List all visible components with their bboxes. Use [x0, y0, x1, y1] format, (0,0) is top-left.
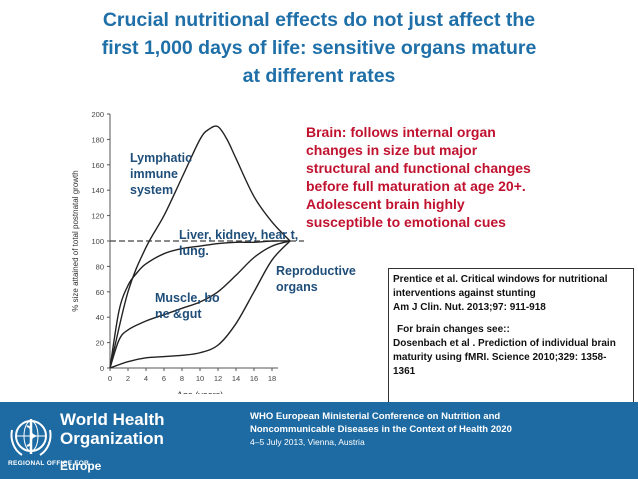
- y-tick-label: 60: [96, 288, 104, 297]
- reference-line-1: Prentice et al. Critical windows for nut…: [393, 274, 608, 299]
- who-region-label: REGIONAL OFFICE FOR: [8, 460, 90, 467]
- growth-chart: 0 20 40 60 80 100 120 140 160 180 200 0 2 4 6 8 10 12 14 16…: [71, 110, 304, 394]
- y-tick-label: 40: [96, 313, 104, 322]
- y-tick-label: 200: [91, 110, 104, 119]
- y-tick-label: 180: [91, 135, 104, 144]
- y-tick-label: 0: [100, 364, 104, 373]
- x-tick-label: 0: [108, 374, 112, 383]
- x-tick-label: 4: [144, 374, 148, 383]
- label-lymphatic: Lymphatic immune system: [130, 151, 193, 197]
- y-tick-label: 160: [91, 161, 104, 170]
- x-tick-label: 8: [180, 374, 184, 383]
- brain-annotation: Brain: follows internal organ changes in…: [306, 124, 531, 230]
- x-tick-label: 10: [196, 374, 204, 383]
- y-tick-label: 120: [91, 212, 104, 221]
- reference-line-3: For brain changes see::: [397, 324, 510, 335]
- conference-info: WHO European Ministerial Conference on N…: [250, 410, 590, 449]
- y-tick-label: 100: [91, 237, 104, 246]
- label-liver: Liver, kidney, hear t, lung.: [179, 228, 299, 258]
- reference-box: Prentice et al. Critical windows for nut…: [388, 268, 634, 410]
- who-name: World Health Organization: [60, 410, 165, 448]
- y-tick-label: 140: [91, 186, 104, 195]
- series-line-2: [109, 240, 291, 369]
- x-tick-label: 12: [214, 374, 222, 383]
- label-muscle: Muscle, bo ne &gut: [155, 291, 220, 321]
- who-name-line-2: Organization: [60, 429, 164, 448]
- x-tick-label: 18: [268, 374, 276, 383]
- conference-date: 4–5 July 2013, Vienna, Austria: [250, 437, 365, 447]
- footer-bar: World Health Organization REGIONAL OFFIC…: [0, 402, 638, 479]
- slide-title: Crucial nutritional effects do not just …: [18, 6, 620, 90]
- x-axis-label: Age (years): [177, 390, 224, 394]
- title-line-3: at different rates: [242, 65, 396, 87]
- reference-line-2: Am J Clin. Nut. 2013;97: 911-918: [393, 302, 546, 313]
- x-tick-label: 14: [232, 374, 240, 383]
- reference-line-4: Dosenbach et al . Prediction of individu…: [393, 338, 616, 377]
- who-emblem-icon: [10, 419, 52, 456]
- y-tick-label: 80: [96, 262, 104, 271]
- who-name-line-1: World Health: [60, 410, 165, 429]
- y-tick-label: 20: [96, 339, 104, 348]
- x-tick-label: 6: [162, 374, 166, 383]
- title-line-1: Crucial nutritional effects do not just …: [102, 9, 536, 31]
- label-reproductive: Reproductive organs: [276, 264, 356, 294]
- series-line-1: [109, 240, 291, 369]
- conference-line-1: WHO European Ministerial Conference on N…: [250, 411, 501, 422]
- who-europe-label: Europe: [60, 459, 102, 473]
- y-axis-label: % size attained of total postnatal growt…: [71, 170, 80, 311]
- x-tick-label: 2: [126, 374, 130, 383]
- x-tick-label: 16: [250, 374, 258, 383]
- series-line-3: [109, 240, 291, 369]
- conference-line-2: Noncommunicable Diseases in the Context …: [250, 424, 512, 435]
- title-line-2: first 1,000 days of life: sensitive orga…: [101, 37, 537, 59]
- series-line-0: [109, 125, 291, 369]
